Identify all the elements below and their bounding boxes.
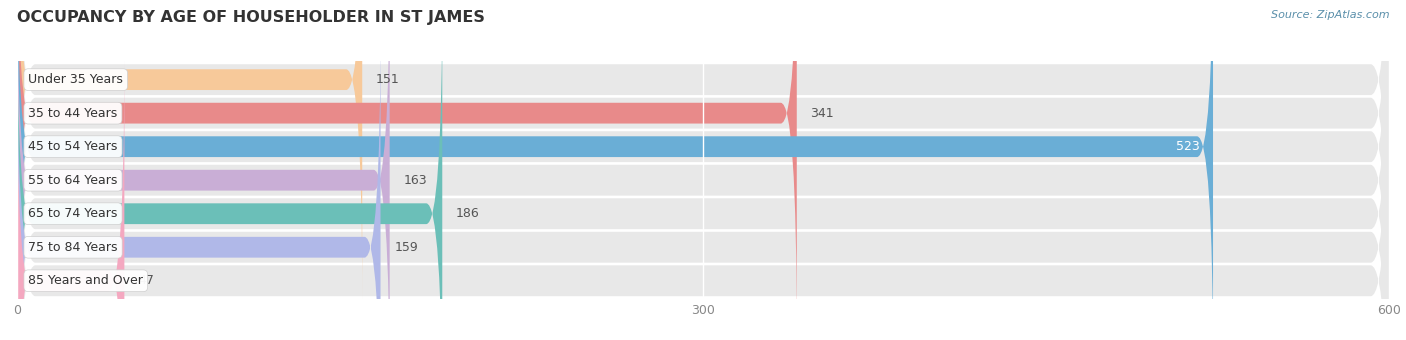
- Text: Source: ZipAtlas.com: Source: ZipAtlas.com: [1271, 10, 1389, 20]
- Text: 47: 47: [138, 274, 155, 287]
- FancyBboxPatch shape: [17, 0, 797, 337]
- Text: 151: 151: [375, 73, 399, 86]
- FancyBboxPatch shape: [17, 0, 1389, 340]
- Text: 65 to 74 Years: 65 to 74 Years: [28, 207, 118, 220]
- FancyBboxPatch shape: [17, 0, 1389, 340]
- Text: 85 Years and Over: 85 Years and Over: [28, 274, 143, 287]
- FancyBboxPatch shape: [17, 28, 1389, 340]
- Text: OCCUPANCY BY AGE OF HOUSEHOLDER IN ST JAMES: OCCUPANCY BY AGE OF HOUSEHOLDER IN ST JA…: [17, 10, 485, 25]
- FancyBboxPatch shape: [17, 0, 1389, 340]
- Text: Under 35 Years: Under 35 Years: [28, 73, 124, 86]
- Text: 523: 523: [1175, 140, 1199, 153]
- FancyBboxPatch shape: [17, 0, 1389, 333]
- FancyBboxPatch shape: [17, 56, 124, 340]
- FancyBboxPatch shape: [17, 0, 1213, 340]
- FancyBboxPatch shape: [17, 0, 1389, 340]
- Text: 163: 163: [404, 174, 427, 187]
- Text: 159: 159: [394, 241, 418, 254]
- FancyBboxPatch shape: [17, 0, 443, 340]
- Text: 45 to 54 Years: 45 to 54 Years: [28, 140, 118, 153]
- FancyBboxPatch shape: [17, 0, 363, 304]
- Text: 55 to 64 Years: 55 to 64 Years: [28, 174, 118, 187]
- FancyBboxPatch shape: [17, 0, 1389, 340]
- Text: 341: 341: [810, 107, 834, 120]
- Text: 186: 186: [456, 207, 479, 220]
- Text: 75 to 84 Years: 75 to 84 Years: [28, 241, 118, 254]
- Text: 35 to 44 Years: 35 to 44 Years: [28, 107, 118, 120]
- FancyBboxPatch shape: [17, 23, 381, 340]
- FancyBboxPatch shape: [17, 0, 389, 340]
